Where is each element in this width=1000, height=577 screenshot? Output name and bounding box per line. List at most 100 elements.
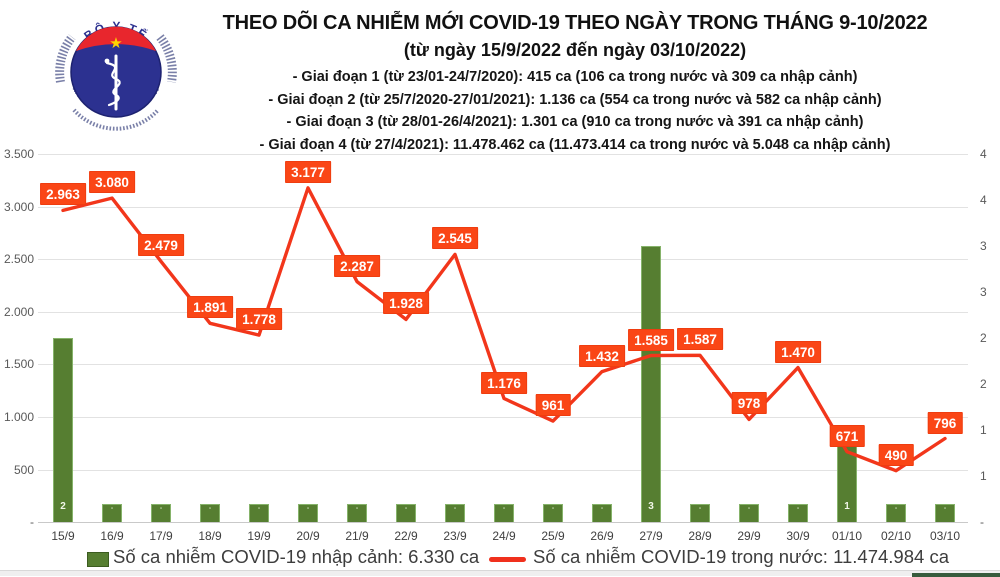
x-axis-label: 22/9 (394, 529, 418, 543)
bar-value-label: - (159, 505, 163, 512)
bar (53, 338, 73, 523)
left-axis-tick: - (30, 515, 34, 530)
left-axis-tick: 3.000 (3, 199, 34, 214)
right-axis-tick: 4 (980, 192, 987, 207)
x-axis-label: 21/9 (345, 529, 369, 543)
chart-subtitle: (từ ngày 15/9/2022 đến ngày 03/10/2022) (403, 40, 747, 60)
moh-logo: BỘ Y TẾ MINISTRY OF HEALTH ★ (52, 6, 180, 138)
line-point-label: 1.470 (775, 340, 821, 363)
right-axis-tick: 3 (980, 238, 987, 253)
note-line-2: - Giai đoạn 2 (từ 25/7/2020-27/01/2021):… (268, 91, 882, 108)
bar-value-label: 2 (60, 501, 66, 512)
bar (641, 245, 661, 523)
line-point-label: 2.479 (138, 234, 184, 257)
x-axis-label: 25/9 (541, 529, 565, 543)
bar-value-label: - (404, 505, 408, 512)
bar-value-label: - (502, 505, 506, 512)
x-axis-label: 27/9 (639, 529, 663, 543)
title-block: THEO DÕI CA NHIỄM MỚI COVID-19 THEO NGÀY… (180, 10, 970, 156)
x-axis-label: 29/9 (737, 529, 761, 543)
line-point-label: 3.080 (89, 171, 135, 194)
bar (543, 504, 563, 523)
legend-bar-swatch-icon (87, 552, 109, 567)
right-axis-tick: 2 (980, 331, 987, 346)
period-notes: - Giai đoạn 1 (từ 23/01-24/7/2020): 415 … (180, 66, 970, 156)
right-axis-tick: 4 (980, 146, 987, 161)
line-point-label: 3.177 (285, 160, 331, 183)
x-axis-label: 15/9 (51, 529, 75, 543)
x-axis-label: 23/9 (443, 529, 467, 543)
x-axis-label: 16/9 (100, 529, 124, 543)
right-axis-tick: 2 (980, 377, 987, 392)
right-axis-tick: 1 (980, 423, 987, 438)
line-point-label: 1.928 (383, 292, 429, 315)
line-point-label: 671 (829, 424, 865, 447)
bar (151, 504, 171, 523)
moh-logo-graphic: BỘ Y TẾ MINISTRY OF HEALTH ★ (55, 19, 177, 131)
x-axis-label: 30/9 (786, 529, 810, 543)
bar (690, 504, 710, 523)
logo-star-icon: ★ (109, 35, 122, 52)
x-axis-label: 18/9 (198, 529, 222, 543)
left-axis-tick: 3.500 (3, 146, 34, 161)
bar (592, 504, 612, 523)
bar (788, 504, 808, 523)
line-point-label: 978 (731, 392, 767, 415)
note-line-1: - Giai đoạn 1 (từ 23/01-24/7/2020): 415 … (292, 69, 858, 85)
line-point-label: 1.432 (579, 344, 625, 367)
line-point-label: 1.585 (628, 328, 674, 351)
bar-value-label: - (600, 505, 604, 512)
note-line-3: - Giai đoạn 3 (từ 28/01-26/4/2021): 1.30… (286, 114, 864, 130)
bar-value-label: - (943, 505, 947, 512)
bar (102, 504, 122, 523)
bar-value-label: - (796, 505, 800, 512)
line-point-label: 1.778 (236, 308, 282, 331)
bar (396, 504, 416, 523)
note-line-4: - Giai đoạn 4 (từ 27/4/2021): 11.478.462… (259, 136, 891, 153)
bar-value-label: - (698, 505, 702, 512)
bar (494, 504, 514, 523)
legend-bar-label: Số ca nhiễm COVID-19 nhập cảnh: 6.330 ca (113, 546, 480, 567)
bar (935, 504, 955, 523)
gridline (38, 417, 968, 418)
left-axis-tick: 2.500 (3, 252, 34, 267)
gridline (38, 469, 968, 471)
logo-asclepius-icon (104, 54, 121, 111)
bar (347, 504, 367, 523)
gridline (38, 311, 968, 313)
left-axis-tick: 1.000 (3, 410, 34, 425)
bottom-strip (0, 570, 1000, 577)
legend-line-label: Số ca nhiễm COVID-19 trong nước: 11.474.… (533, 546, 949, 567)
line-point-label: 2.545 (432, 227, 478, 250)
left-axis-tick: 500 (13, 462, 34, 477)
bar (886, 504, 906, 523)
x-axis-label: 01/10 (831, 529, 863, 543)
line-point-label: 1.891 (187, 296, 233, 319)
bar-value-label: - (453, 505, 457, 512)
line-point-label: 2.287 (334, 254, 380, 277)
bar-value-label: 3 (648, 501, 654, 512)
gridline (38, 153, 968, 155)
legend: Số ca nhiễm COVID-19 nhập cảnh: 6.330 ca… (0, 545, 1000, 571)
bar (739, 504, 759, 523)
x-axis-line (38, 522, 968, 524)
line-point-label: 2.963 (40, 183, 86, 206)
right-axis-tick: 1 (980, 469, 987, 484)
chart-title: THEO DÕI CA NHIỄM MỚI COVID-19 THEO NGÀY… (222, 12, 928, 34)
line-point-label: 796 (927, 411, 963, 434)
right-axis-tick: 3 (980, 285, 987, 300)
x-axis-label: 03/10 (929, 529, 961, 543)
x-axis-label: 24/9 (492, 529, 516, 543)
legend-line-swatch-icon (489, 557, 526, 562)
x-axis-label: 02/10 (880, 529, 912, 543)
right-axis-tick: - (980, 515, 984, 530)
x-axis-label: 26/9 (590, 529, 614, 543)
gridline (38, 206, 968, 208)
gridline (38, 259, 968, 261)
bar-value-label: 1 (844, 501, 850, 512)
x-axis-label: 20/9 (296, 529, 320, 543)
bar-value-label: - (110, 505, 114, 512)
bar-value-label: - (551, 505, 555, 512)
logo-flag-band (76, 26, 156, 51)
